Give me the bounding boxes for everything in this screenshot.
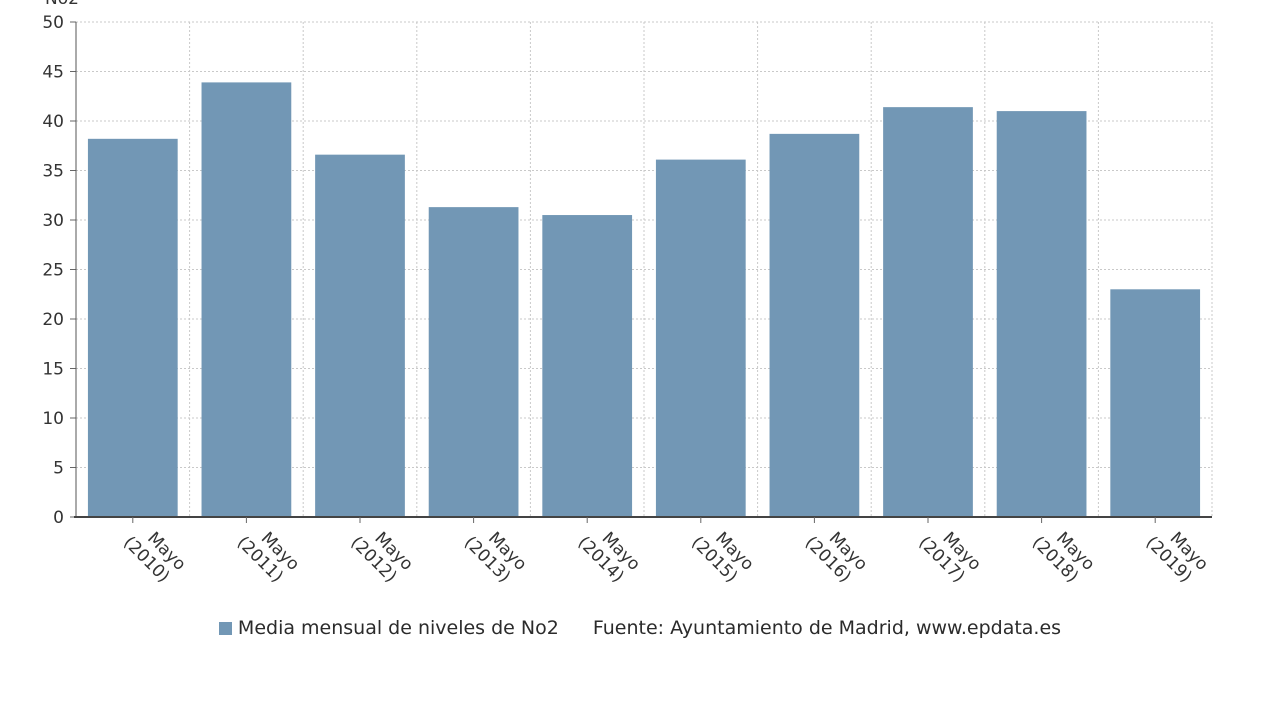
x-tick-label: Mayo(2014) [574, 518, 644, 588]
bar [542, 215, 633, 518]
y-tick-label: 40 [42, 112, 64, 132]
bar [428, 207, 519, 517]
source-note: Fuente: Ayuntamiento de Madrid, www.epda… [592, 617, 1062, 639]
bar [996, 111, 1087, 517]
bar [201, 82, 292, 517]
bar [1110, 289, 1201, 517]
bar [769, 133, 860, 517]
x-tick-label: Mayo(2015) [687, 518, 757, 588]
y-tick-label: 5 [53, 459, 64, 479]
x-tick-label: Mayo(2018) [1028, 518, 1098, 588]
y-tick-label: 35 [42, 162, 64, 182]
bar [315, 154, 405, 517]
chart-legend: Media mensual de niveles de No2 Fuente: A… [0, 617, 1280, 639]
y-tick-label: 25 [42, 261, 64, 281]
y-tick-label: 50 [42, 13, 64, 33]
y-tick-label: 0 [53, 508, 64, 528]
legend-swatch [218, 622, 232, 635]
y-axis-title: No2 [45, 0, 79, 9]
x-tick-label: Mayo(2010) [119, 518, 189, 588]
y-tick-label: 45 [42, 63, 64, 83]
x-tick-label: Mayo(2017) [914, 518, 984, 588]
y-tick-label: 10 [42, 409, 64, 429]
x-tick-label: Mayo(2013) [460, 518, 530, 588]
x-tick-label: Mayo(2011) [233, 518, 303, 588]
y-tick-label: 30 [42, 211, 64, 231]
legend-series-label: Media mensual de niveles de No2 [237, 617, 559, 639]
y-tick-label: 15 [42, 360, 64, 380]
bar [87, 138, 178, 517]
bar [883, 107, 973, 517]
x-tick-label: Mayo(2016) [801, 518, 871, 588]
x-tick-label: Mayo(2019) [1142, 518, 1212, 588]
bar [655, 159, 746, 518]
x-tick-label: Mayo(2012) [346, 518, 416, 588]
y-tick-label: 20 [42, 310, 64, 330]
